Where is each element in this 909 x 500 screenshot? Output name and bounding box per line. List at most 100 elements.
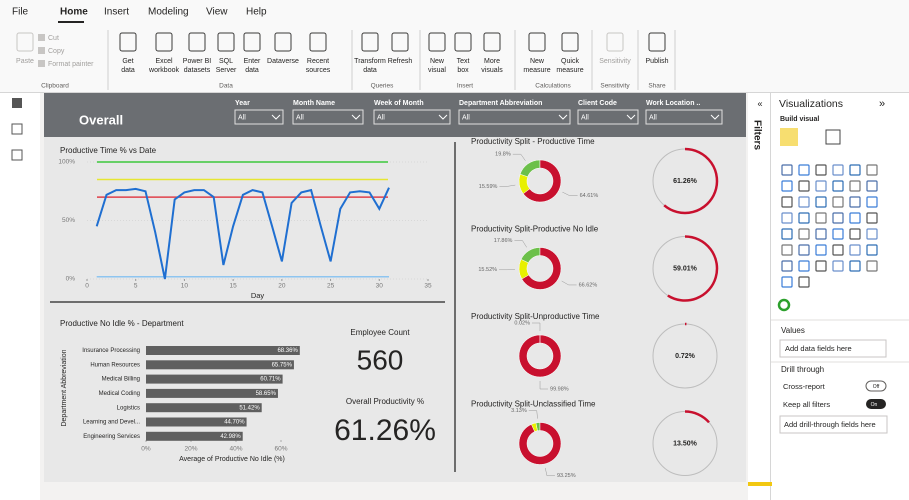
slicer-dropdown[interactable] [234, 109, 284, 125]
menu-item[interactable]: File [12, 7, 29, 18]
slicer-dropdown[interactable] [577, 109, 639, 125]
drop-well[interactable] [779, 339, 887, 358]
ribbon-icon[interactable] [119, 32, 137, 52]
visual-type-icon[interactable] [832, 228, 844, 240]
visual-type-icon[interactable] [849, 164, 861, 176]
build-visual-tab[interactable] [780, 128, 798, 146]
ribbon-button[interactable]: Format painter [48, 61, 94, 68]
visual-type-icon[interactable] [781, 164, 793, 176]
ribbon-button[interactable]: Power BI [183, 58, 211, 65]
menu-item[interactable]: Help [246, 7, 267, 18]
ribbon-icon[interactable] [38, 34, 45, 41]
drop-well[interactable] [779, 415, 888, 434]
ribbon-icon[interactable] [454, 32, 472, 52]
visual-type-icon[interactable] [781, 180, 793, 192]
visual-type-icon[interactable] [798, 196, 810, 208]
expand-icon[interactable]: » [879, 98, 885, 110]
ribbon-icon[interactable] [188, 32, 206, 52]
visual-type-icon[interactable] [798, 228, 810, 240]
visual-type-icon[interactable] [866, 180, 878, 192]
visual-type-icon[interactable] [849, 212, 861, 224]
toggle[interactable] [866, 399, 886, 409]
ribbon-button[interactable]: Paste [16, 58, 34, 65]
ribbon-button[interactable]: Copy [48, 48, 65, 55]
ribbon-icon[interactable] [648, 32, 666, 52]
collapse-icon[interactable]: « [757, 98, 762, 108]
visual-type-icon[interactable] [781, 260, 793, 272]
menu-item[interactable]: Home [60, 7, 88, 18]
ribbon-button[interactable]: Excel [155, 58, 173, 65]
filters-title[interactable]: Filters [751, 120, 762, 150]
visual-type-icon[interactable] [781, 196, 793, 208]
ribbon-icon[interactable] [38, 47, 45, 54]
slicer-dropdown[interactable] [292, 109, 364, 125]
visual-type-icon[interactable] [781, 244, 793, 256]
visual-type-icon[interactable] [815, 180, 827, 192]
visual-type-icon[interactable] [832, 164, 844, 176]
ribbon-button[interactable]: Quick [561, 58, 579, 65]
ribbon-button[interactable]: data [363, 67, 377, 74]
menu-item[interactable]: Modeling [148, 7, 189, 18]
visual-type-icon[interactable] [798, 180, 810, 192]
ribbon-icon[interactable] [243, 32, 261, 52]
ribbon-button[interactable]: Text [457, 58, 470, 65]
ribbon-icon[interactable] [16, 32, 34, 52]
ribbon-button[interactable]: Publish [646, 58, 669, 65]
ribbon-button[interactable]: workbook [148, 67, 179, 74]
data-view-icon[interactable] [11, 123, 23, 135]
ribbon-button[interactable]: datasets [184, 67, 211, 74]
ribbon-button[interactable]: Cut [48, 35, 59, 42]
visual-type-icon[interactable] [781, 276, 793, 288]
menu-item[interactable]: Insert [104, 7, 129, 18]
visual-type-icon[interactable] [849, 196, 861, 208]
ribbon-button[interactable]: sources [306, 67, 331, 74]
ribbon-icon[interactable] [217, 32, 235, 52]
ribbon-button[interactable]: visual [428, 67, 446, 74]
visual-type-icon[interactable] [866, 164, 878, 176]
visual-type-icon[interactable] [798, 212, 810, 224]
visual-type-icon[interactable] [815, 212, 827, 224]
model-view-icon[interactable] [11, 149, 23, 161]
ribbon-button[interactable]: visuals [481, 67, 503, 74]
ribbon-button[interactable]: Server [216, 67, 237, 74]
ribbon-icon[interactable] [361, 32, 379, 52]
ribbon-icon[interactable] [155, 32, 173, 52]
ribbon-icon[interactable] [38, 60, 45, 67]
visual-type-icon[interactable] [849, 244, 861, 256]
visual-type-icon[interactable] [815, 196, 827, 208]
ribbon-icon[interactable] [606, 32, 624, 52]
visual-type-icon[interactable] [798, 244, 810, 256]
visual-type-icon[interactable] [798, 164, 810, 176]
ribbon-button[interactable]: measure [556, 67, 583, 74]
format-visual-tab[interactable] [825, 129, 841, 145]
toggle[interactable] [865, 380, 887, 392]
ribbon-icon[interactable] [309, 32, 327, 52]
ribbon-button[interactable]: Dataverse [267, 58, 299, 65]
ribbon-icon[interactable] [274, 32, 292, 52]
visual-type-icon[interactable] [866, 260, 878, 272]
ribbon-button[interactable]: Enter [244, 58, 261, 65]
slicer-dropdown[interactable] [458, 109, 571, 125]
ribbon-icon[interactable] [483, 32, 501, 52]
ribbon-button[interactable]: Get [122, 58, 133, 65]
ribbon-icon[interactable] [528, 32, 546, 52]
ribbon-button[interactable]: data [245, 67, 259, 74]
visual-type-icon[interactable] [849, 228, 861, 240]
visual-type-icon[interactable] [815, 228, 827, 240]
visual-type-icon[interactable] [832, 196, 844, 208]
visual-type-icon[interactable] [815, 164, 827, 176]
ribbon-icon[interactable] [391, 32, 409, 52]
menu-item[interactable]: View [206, 7, 228, 18]
visual-type-icon[interactable] [832, 260, 844, 272]
visual-type-icon[interactable] [798, 260, 810, 272]
ribbon-button[interactable]: Recent [307, 58, 329, 65]
visual-type-icon[interactable] [832, 244, 844, 256]
ribbon-button[interactable]: box [457, 67, 469, 74]
visual-type-icon[interactable] [866, 228, 878, 240]
visual-type-icon[interactable] [849, 180, 861, 192]
visual-type-icon[interactable] [781, 212, 793, 224]
visual-type-icon[interactable] [866, 196, 878, 208]
ribbon-button[interactable]: New [430, 58, 445, 65]
visual-type-icon[interactable] [815, 244, 827, 256]
ribbon-button[interactable]: Refresh [388, 58, 413, 65]
